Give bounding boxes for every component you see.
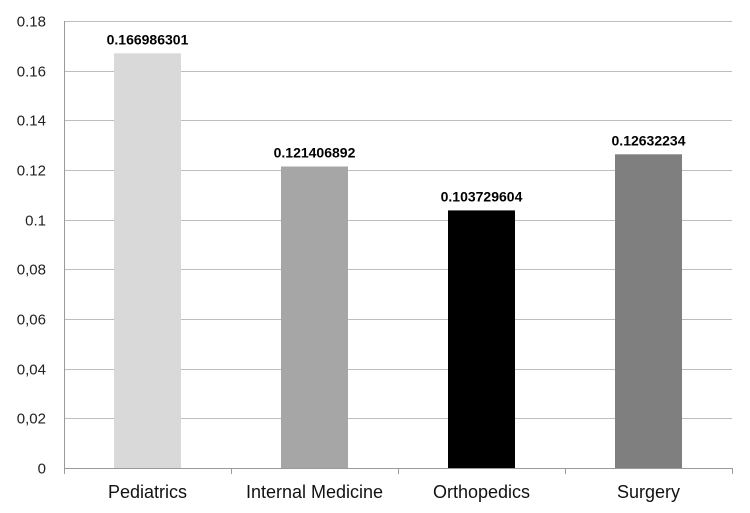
bar <box>448 210 515 468</box>
data-label: 0.103729604 <box>441 188 523 204</box>
y-tick-label: 0.16 <box>17 64 46 81</box>
bar <box>615 154 682 469</box>
y-axis-ticks: 0 0,02 0,04 0,06 0,08 0.1 0.12 0.14 0.16 0.18 <box>17 14 46 478</box>
y-tick-label: 0,08 <box>17 262 46 279</box>
y-tick-label: 0.12 <box>17 163 46 180</box>
x-tick-label: Surgery <box>617 482 680 502</box>
x-axis-categories: Pediatrics Internal Medicine Orthopedics Su… <box>108 482 680 502</box>
bars <box>114 53 682 469</box>
y-tick-label: 0.1 <box>25 213 46 230</box>
bar <box>281 166 348 468</box>
data-labels: 0.166986301 0.121406892 0.103729604 0.12632… <box>107 31 686 204</box>
x-tick-label: Orthopedics <box>433 482 530 502</box>
y-tick-label: 0,02 <box>17 411 46 428</box>
y-tick-label: 0,04 <box>17 362 46 379</box>
y-tick-label: 0 <box>38 461 46 478</box>
data-label: 0.166986301 <box>107 31 189 47</box>
x-tick-label: Pediatrics <box>108 482 187 502</box>
x-tick-label: Internal Medicine <box>246 482 383 502</box>
y-tick-label: 0.14 <box>17 113 46 130</box>
y-tick-label: 0,06 <box>17 312 46 329</box>
bar <box>114 53 181 468</box>
axes <box>64 21 733 474</box>
data-label: 0.12632234 <box>612 132 686 148</box>
y-tick-label: 0.18 <box>17 14 46 31</box>
data-label: 0.121406892 <box>274 145 356 161</box>
